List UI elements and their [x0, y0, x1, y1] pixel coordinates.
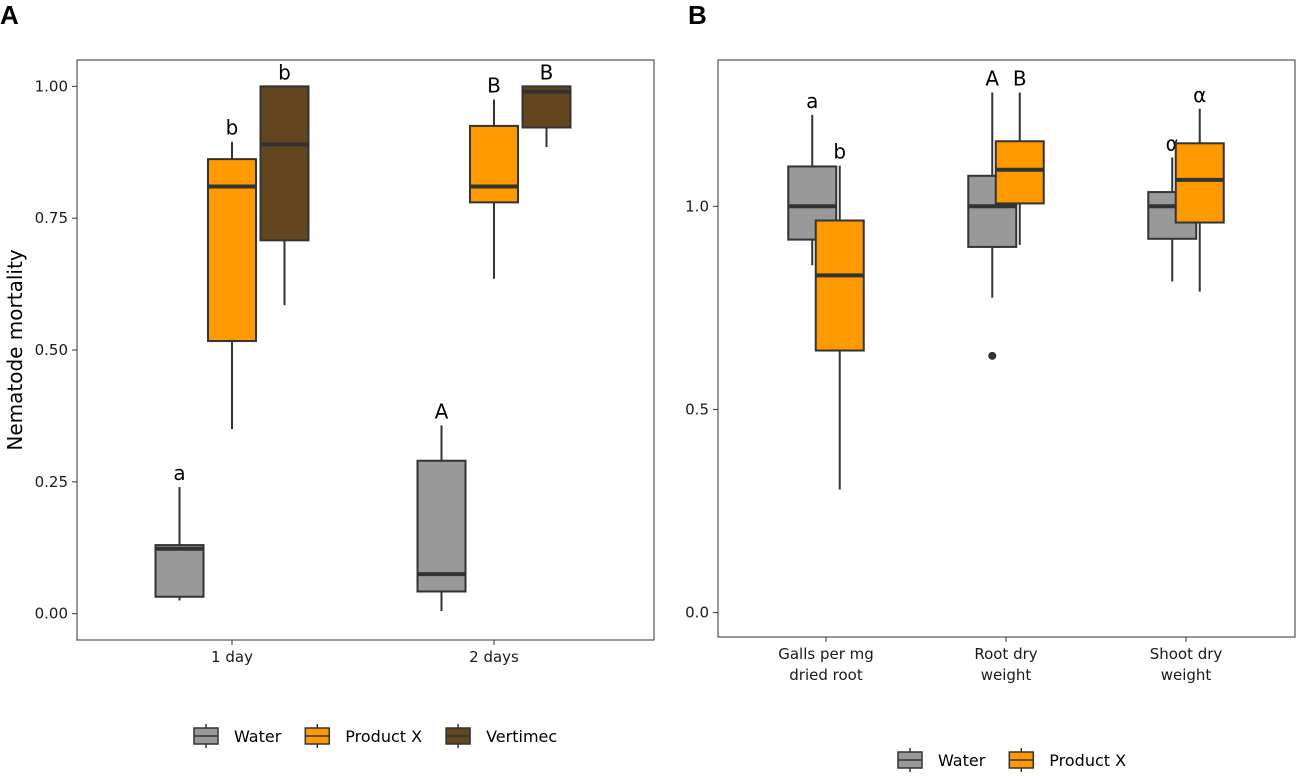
legend-b-water-label: Water	[938, 751, 986, 770]
panel-a-ytick-label-4: 1.00	[35, 77, 68, 95]
panel-a-water-0-box	[154, 544, 205, 598]
panel-b-product-x-2-sig-letter: α	[1193, 83, 1206, 107]
panel-a-xtick-label-1-0: 2 days	[469, 648, 519, 666]
panel-a-product-x-0-sig-letter: b	[226, 116, 239, 140]
panel-b-product-x-1-box	[994, 140, 1045, 205]
panel-b-xtick-label-2-0: Shoot dry	[1150, 645, 1223, 663]
panel-b-water-0-sig-letter: a	[806, 89, 818, 113]
panel-a-product-x-1-box	[469, 124, 519, 204]
panel-a-product-x-0-box	[207, 158, 257, 343]
panel-a-plot: 0.00 0.25 0.50 0.75 1.00 Nematode mortality 1 …	[3, 60, 572, 666]
panel-b-water-1-sig-letter: A	[985, 67, 999, 91]
legend-a: Water Product X Vertimec	[193, 724, 557, 748]
panel-b-water-1-outlier-0	[988, 351, 997, 360]
panel-label-b: B	[688, 0, 707, 30]
panel-a-ytick-label-3: 0.75	[35, 209, 68, 227]
legend-a-product-x-label: Product X	[345, 727, 422, 746]
panel-b-xtick-label-0-1: dried root	[789, 666, 863, 684]
panel-a-ytick-label-0: 0.00	[35, 605, 68, 623]
panel-a-water-1-box	[416, 459, 467, 593]
panel-a-ylabel: Nematode mortality	[3, 249, 27, 450]
panel-a-product-x-1-sig-letter: B	[487, 74, 501, 98]
panel-label-a: A	[0, 0, 19, 30]
panel-b-ytick-label-2: 1.0	[685, 197, 709, 215]
panel-b-xtick-label-1-1: weight	[981, 666, 1032, 684]
legend-a-water-label: Water	[234, 727, 282, 746]
panel-b-plot: 0.0 0.5 1.0 Galls per mg dried root a b Root dr…	[685, 67, 1225, 684]
panel-a-ytick-label-1: 0.25	[35, 473, 68, 491]
panel-a-water-1-sig-letter: A	[435, 399, 449, 423]
panel-b-product-x-2-box	[1174, 142, 1225, 224]
legend-b: Water Product X	[897, 748, 1126, 772]
panel-b-product-x-0-sig-letter: b	[833, 140, 846, 164]
panel-b-product-x-0-box	[814, 219, 865, 352]
panel-a-xtick-label-0-0: 1 day	[211, 648, 253, 666]
panel-a-vertimec-0-sig-letter: b	[278, 60, 291, 84]
legend-a-vertimec-label: Vertimec	[486, 727, 557, 746]
panel-b-ytick-label-1: 0.5	[685, 400, 709, 418]
panel-b-xtick-label-1-0: Root dry	[974, 645, 1037, 663]
panel-a-ytick-label-2: 0.50	[35, 341, 68, 359]
panel-a-water-0-sig-letter: a	[173, 461, 185, 485]
panel-b-xtick-label-2-1: weight	[1161, 666, 1212, 684]
panel-b-product-x-1-sig-letter: B	[1013, 67, 1027, 91]
panel-a-vertimec-0-box	[259, 85, 310, 242]
panel-b-ytick-label-0: 0.0	[685, 604, 709, 622]
panel-a-vertimec-1-sig-letter: B	[540, 60, 554, 84]
legend-b-product-x-label: Product X	[1049, 751, 1126, 770]
panel-b-xtick-label-0-0: Galls per mg	[778, 645, 874, 663]
